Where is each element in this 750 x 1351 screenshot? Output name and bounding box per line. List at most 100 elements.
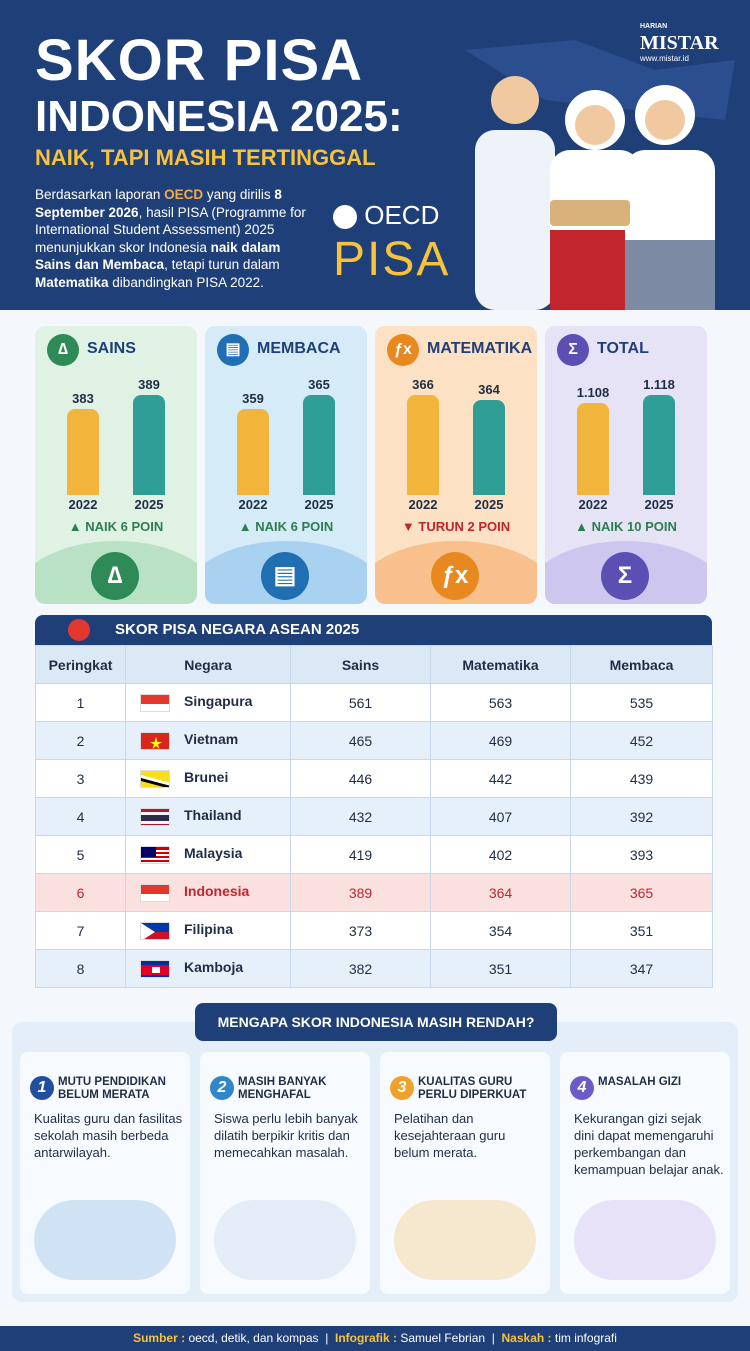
- bar: [577, 403, 609, 495]
- brand-name: MISTAR: [640, 32, 719, 54]
- reasons-title: MENGAPA SKOR INDONESIA MASIH RENDAH?: [195, 1003, 557, 1041]
- flag: [140, 731, 171, 751]
- pisa-logo: PISA: [333, 233, 451, 286]
- panel-title: TOTAL: [597, 340, 649, 357]
- cell: 7: [35, 911, 126, 950]
- logo-text: OECD: [364, 200, 440, 230]
- value-label: 364: [478, 382, 500, 398]
- card-title: MASALAH GIZI: [598, 1076, 682, 1088]
- value-label: 389: [138, 377, 160, 392]
- year-label: 2022: [578, 497, 608, 512]
- value-label: 383: [72, 390, 94, 406]
- text: , hasil PISA (Programme for Internationa…: [35, 204, 306, 255]
- table-row: 1 Singapura 561 563 535: [35, 683, 713, 722]
- panel-title: MATEMATIKA: [427, 340, 533, 357]
- bar: [473, 400, 505, 495]
- table-title: SKOR PISA NEGARA ASEAN 2025: [115, 621, 360, 638]
- brand-small: HARIAN: [640, 23, 668, 30]
- bar: [643, 395, 675, 495]
- text: oecd, detik, dan kompas: [188, 1331, 319, 1345]
- separator: |: [491, 1331, 495, 1345]
- flag: [140, 769, 171, 789]
- text: Matematika: [35, 274, 109, 290]
- panel-icon: ▤: [217, 334, 249, 366]
- cell: 382: [290, 949, 431, 988]
- title: SKOR PISA: [35, 28, 364, 93]
- score-panel: ▤ MEMBACA 359 2022 365 2025 ▲ NAIK 6 POIN ▤: [205, 326, 367, 604]
- column-header: Sains: [290, 645, 431, 684]
- cell: 347: [570, 949, 713, 988]
- panel-icon-large: ƒx: [431, 552, 479, 600]
- table-row: 3 Brunei 446 442 439: [35, 759, 713, 798]
- cell: 351: [570, 911, 713, 950]
- value-label: 359: [242, 391, 264, 407]
- header: HARIAN MISTAR www.mistar.id SKOR PISA IN…: [0, 0, 750, 310]
- text: 8 September 2026: [35, 187, 282, 220]
- cell: 442: [430, 759, 571, 798]
- card-title: MASIH BANYAK MENGHAFAL: [238, 1076, 327, 1101]
- cell: 432: [290, 797, 431, 836]
- panel-icon: ƒx: [387, 334, 419, 366]
- cell: 4: [35, 797, 126, 836]
- cell: 446: [290, 759, 431, 798]
- text: yang dirilis: [203, 187, 275, 202]
- card-illustration: [214, 1200, 356, 1280]
- footer: Sumber : oecd, detik, dan kompas | Infog…: [0, 1326, 750, 1351]
- country-name: Singapura: [184, 693, 253, 710]
- column-header: Peringkat: [35, 645, 126, 684]
- cell: 439: [570, 759, 713, 798]
- panel-icon-large: ▤: [261, 552, 309, 600]
- text: tim infografi: [554, 1331, 617, 1345]
- country-name: Vietnam: [184, 731, 239, 748]
- asean-table: SKOR PISA NEGARA ASEAN 2025 Peringkat Neg…: [35, 615, 713, 988]
- value-label: 1.108: [576, 385, 610, 401]
- separator: |: [325, 1331, 329, 1345]
- country-cell: Filipina: [125, 911, 291, 950]
- card-number: 3: [390, 1076, 414, 1100]
- arrow: ▲: [68, 519, 86, 534]
- cell: 465: [290, 721, 431, 760]
- card-number: 2: [210, 1076, 234, 1100]
- card-illustration: [394, 1200, 536, 1280]
- cell: 561: [290, 683, 431, 722]
- year-label: 2025: [304, 497, 334, 512]
- year-label: 2025: [134, 497, 164, 512]
- panel-icon: Σ: [557, 334, 589, 366]
- text: Berdasarkan laporan: [35, 187, 165, 202]
- card-title: KUALITAS GURU PERLU DIPERKUAT: [418, 1076, 527, 1101]
- cell: 365: [570, 873, 713, 912]
- country-cell: Singapura: [125, 683, 291, 722]
- panel-title: SAINS: [87, 340, 136, 357]
- panel-icon: ∆: [47, 334, 79, 366]
- country-cell: Brunei: [125, 759, 291, 798]
- change-text: NAIK 10 POIN: [591, 519, 677, 534]
- table: Peringkat Negara Sains Matematika Membaca 1 S…: [35, 645, 713, 988]
- country-name: Malaysia: [184, 845, 243, 862]
- card-text: Kualitas guru dan fasilitas sekolah masi…: [34, 1111, 183, 1160]
- bar: [133, 395, 165, 495]
- card-illustration: [574, 1200, 716, 1280]
- flag: [140, 693, 171, 713]
- column-header: Matematika: [430, 645, 571, 684]
- cell: 3: [35, 759, 126, 798]
- bar: [407, 395, 439, 495]
- table-title-bar: SKOR PISA NEGARA ASEAN 2025: [35, 615, 712, 645]
- text: dibandingkan PISA 2022.: [108, 274, 264, 290]
- cell: 2: [35, 721, 126, 760]
- cell: 402: [430, 835, 571, 874]
- country-name: Brunei: [184, 769, 229, 786]
- change-text: TURUN 2 POIN: [418, 519, 511, 534]
- column-header: Negara: [125, 645, 291, 684]
- score-panel: ƒx MATEMATIKA 366 2022 364 2025 ▼ TURUN 2 POIN…: [375, 326, 537, 604]
- country-name: Thailand: [184, 807, 242, 824]
- change: ▼ TURUN 2 POIN: [375, 519, 537, 534]
- table-row: 2 Vietnam 465 469 452: [35, 721, 713, 760]
- table-row: 8 Kamboja 382 351 347: [35, 949, 713, 988]
- year-label: 2022: [408, 497, 438, 512]
- change: ▲ NAIK 6 POIN: [35, 519, 197, 534]
- country-name: Kamboja: [184, 959, 244, 976]
- value-label: 1.118: [643, 377, 675, 392]
- country-cell: Thailand: [125, 797, 291, 836]
- cell: 452: [570, 721, 713, 760]
